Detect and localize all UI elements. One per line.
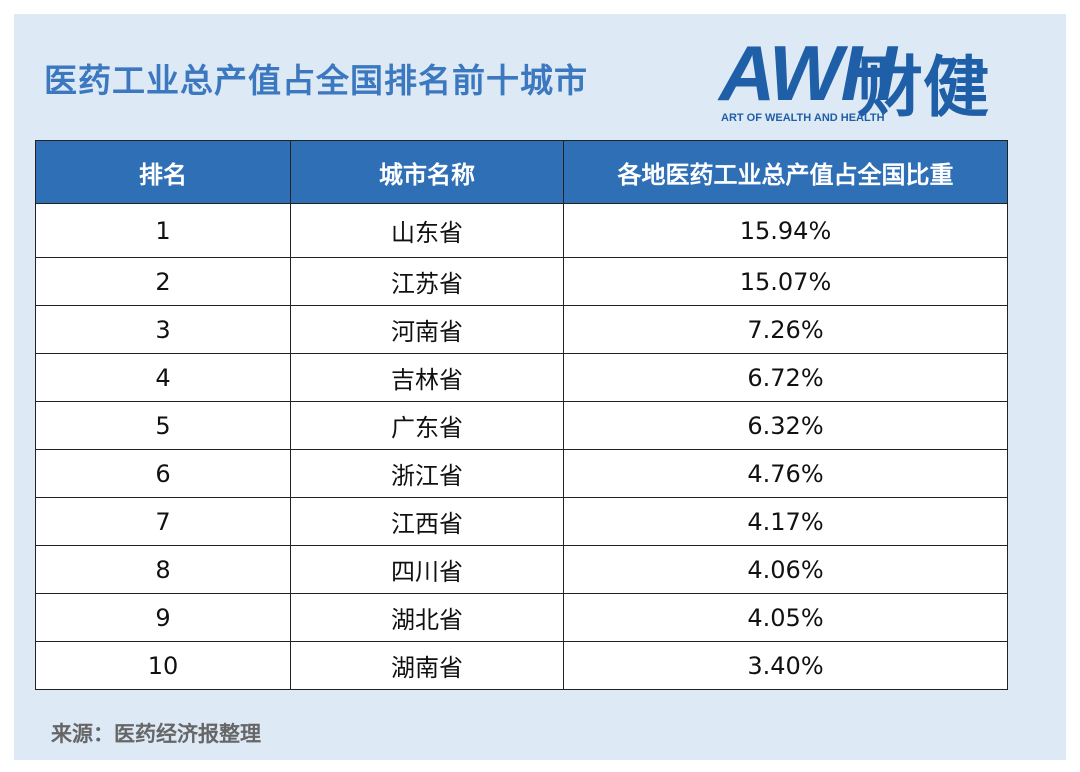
cell: 9 bbox=[35, 593, 291, 642]
header-row: 排名 城市名称 各地医药工业总产值占全国比重 bbox=[35, 140, 1008, 204]
row: 6 浙江省 4.76% bbox=[35, 449, 1008, 498]
cell: 2 bbox=[35, 257, 291, 306]
cell: 江西省 bbox=[290, 497, 564, 546]
table-body: 1 山东省 15.94% 2 江苏省 15.07% 3 河南省 7.26% 4 吉林省 6.72% 5 广… bbox=[35, 203, 1008, 690]
cell: 1 bbox=[35, 203, 291, 258]
cell: 4.76% bbox=[563, 449, 1008, 498]
cell: 浙江省 bbox=[290, 449, 564, 498]
cell: 山东省 bbox=[290, 203, 564, 258]
row: 7 江西省 4.17% bbox=[35, 497, 1008, 546]
cell: 4.05% bbox=[563, 593, 1008, 642]
row: 8 四川省 4.06% bbox=[35, 545, 1008, 594]
cell: 湖南省 bbox=[290, 641, 564, 690]
cell: 6.72% bbox=[563, 353, 1008, 402]
header-cell: 各地医药工业总产值占全国比重 bbox=[563, 140, 1008, 204]
cell: 3.40% bbox=[563, 641, 1008, 690]
cell: 7.26% bbox=[563, 305, 1008, 354]
row: 5 广东省 6.32% bbox=[35, 401, 1008, 450]
cell: 四川省 bbox=[290, 545, 564, 594]
cell: 4.06% bbox=[563, 545, 1008, 594]
row: 4 吉林省 6.72% bbox=[35, 353, 1008, 402]
row: 9 湖北省 4.05% bbox=[35, 593, 1008, 642]
row: 2 江苏省 15.07% bbox=[35, 257, 1008, 306]
table: 排名 城市名称 各地医药工业总产值占全国比重 1 山东省 15.94% 2 江苏省 15.07… bbox=[35, 140, 1008, 690]
cell: 8 bbox=[35, 545, 291, 594]
cell: 5 bbox=[35, 401, 291, 450]
title: 医药工业总产值占全国排名前十城市 bbox=[44, 61, 588, 100]
cell: 3 bbox=[35, 305, 291, 354]
cell: 7 bbox=[35, 497, 291, 546]
cell: 4.17% bbox=[563, 497, 1008, 546]
cell: 15.07% bbox=[563, 257, 1008, 306]
logo: AWH 财健道 ART OF WEALTH AND HEALTH bbox=[719, 28, 1029, 222]
row: 10 湖南省 3.40% bbox=[35, 641, 1008, 690]
source: 来源：医药经济报整理 bbox=[51, 722, 261, 746]
panel: 医药工业总产值占全国排名前十城市 AWH 财健道 ART OF WEALTH A… bbox=[14, 14, 1066, 760]
cell: 15.94% bbox=[563, 203, 1008, 258]
cell: 江苏省 bbox=[290, 257, 564, 306]
cell: 广东省 bbox=[290, 401, 564, 450]
header-cell: 排名 bbox=[35, 140, 291, 204]
table-head: 排名 城市名称 各地医药工业总产值占全国比重 bbox=[35, 140, 1008, 204]
logo-mark: AWH bbox=[719, 29, 897, 117]
cell: 10 bbox=[35, 641, 291, 690]
header-cell: 城市名称 bbox=[290, 140, 564, 204]
cell: 4 bbox=[35, 353, 291, 402]
row: 1 山东省 15.94% bbox=[35, 203, 1008, 258]
cell: 吉林省 bbox=[290, 353, 564, 402]
row: 3 河南省 7.26% bbox=[35, 305, 1008, 354]
cell: 河南省 bbox=[290, 305, 564, 354]
logo-tagline: ART OF WEALTH AND HEALTH bbox=[721, 112, 885, 124]
cell: 6 bbox=[35, 449, 291, 498]
cell: 湖北省 bbox=[290, 593, 564, 642]
cell: 6.32% bbox=[563, 401, 1008, 450]
